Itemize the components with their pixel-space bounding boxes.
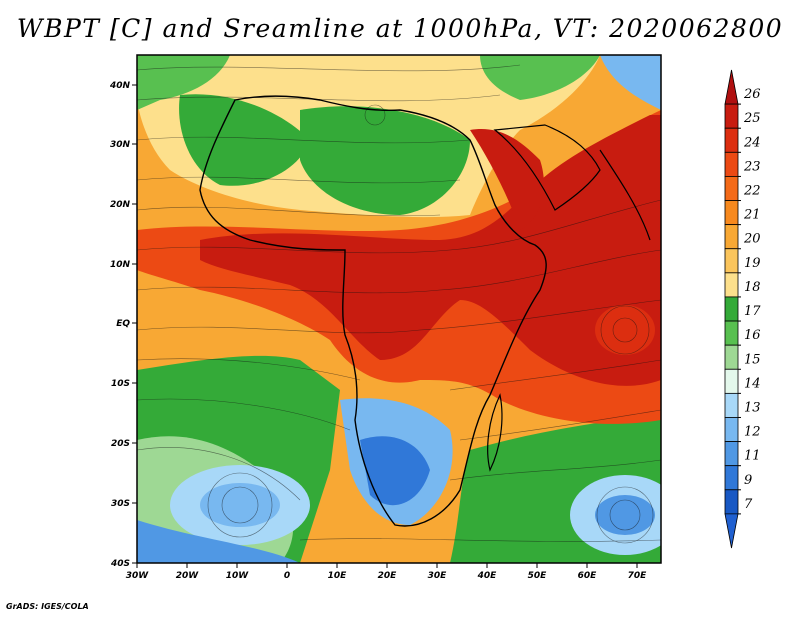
lat-tick-label: 30S — [111, 499, 130, 509]
lon-tick-label: 20W — [176, 571, 200, 581]
colorbar-label: 15 — [744, 352, 761, 367]
colorbar-swatch — [724, 176, 739, 201]
wbpt-field-green-nw — [137, 55, 230, 110]
map-plot-area — [136, 54, 662, 564]
lat-tick-label: 40N — [109, 81, 131, 91]
lat-tick-label: 10S — [111, 379, 130, 389]
colorbar-label: 23 — [743, 159, 761, 174]
lon-tick-label: 50E — [528, 571, 548, 581]
wbpt-field-deep-blue-southern-africa — [360, 436, 430, 506]
colorbar-swatch — [724, 296, 739, 322]
colorbar-swatch — [724, 320, 739, 346]
colorbar-label: 19 — [744, 256, 761, 271]
wbpt-field-green-west-sahara — [179, 94, 310, 186]
lon-tick-label: 30E — [428, 571, 448, 581]
lat-tick-label: EQ — [116, 319, 130, 329]
colorbar-swatch — [724, 513, 739, 549]
colorbar-label: 24 — [743, 135, 761, 150]
colorbar-swatch — [724, 272, 739, 298]
grads-credit: GrADS: IGES/COLA — [6, 602, 89, 611]
colorbar-swatch — [724, 69, 739, 105]
colorbar-label: 20 — [743, 232, 761, 247]
colorbar-swatch — [724, 417, 739, 442]
wbpt-field-indian-ocean-vortex — [595, 305, 655, 355]
colorbar-label: 7 — [744, 497, 753, 512]
colorbar-label: 22 — [743, 184, 761, 199]
colorbar-swatch — [724, 248, 739, 274]
lon-tick-label: 60E — [578, 571, 598, 581]
lon-tick-label: 10W — [226, 571, 250, 581]
lat-tick-label: 10N — [110, 260, 131, 270]
colorbar-swatch — [724, 489, 739, 515]
lat-tick-label: 20S — [111, 439, 130, 449]
wbpt-field-blue-ne-corner — [600, 55, 661, 110]
chart-title: WBPT [C] and Sreamline at 1000hPa, VT: 2… — [16, 14, 784, 43]
wbpt-field-blue-sw-edge — [137, 520, 300, 563]
lon-tick-label: 10E — [328, 571, 348, 581]
colorbar-swatch — [724, 344, 739, 370]
colorbar-swatch — [724, 127, 739, 153]
streamlines — [137, 64, 661, 544]
wbpt-field-hot-band — [200, 115, 661, 386]
colorbar-label: 14 — [744, 376, 761, 391]
india-coastline — [599, 149, 651, 241]
wbpt-field-green-central-sahara — [300, 106, 470, 215]
colorbar-label: 18 — [744, 280, 761, 295]
lat-tick-label: 20N — [110, 200, 131, 210]
arabia-coastline — [493, 124, 601, 211]
madagascar-coastline — [487, 393, 503, 472]
plot-frame — [136, 54, 662, 564]
lon-tick-label: 30W — [126, 571, 150, 581]
colorbar-swatch — [724, 441, 739, 467]
colorbar-label: 11 — [744, 449, 761, 464]
lon-tick-label: 0 — [284, 571, 290, 581]
colorbar-swatch — [724, 392, 739, 418]
africa-coastline — [199, 95, 547, 527]
latitude-axis: 40N 30N 20N 10N EQ 10S 20S 30S 40S — [109, 81, 137, 569]
colorbar-label: 13 — [744, 400, 761, 415]
colorbar-swatch — [724, 200, 739, 226]
colorbar-label: 17 — [744, 304, 761, 319]
longitude-axis: 30W 20W 10W 0 10E 20E 30E 40E 50E 60E 70… — [126, 563, 647, 581]
colorbar-label: 21 — [743, 208, 761, 223]
wbpt-field-red-sea — [470, 129, 544, 230]
colorbar-swatch — [724, 224, 739, 250]
colorbar-label: 9 — [744, 473, 752, 488]
colorbar-swatch — [724, 368, 739, 394]
lon-tick-label: 70E — [628, 571, 648, 581]
colorbar-swatch — [724, 465, 739, 491]
lat-tick-label: 30N — [110, 140, 131, 150]
colorbar-swatch — [724, 151, 739, 177]
lat-tick-label: 40S — [110, 559, 130, 569]
lon-tick-label: 20E — [378, 571, 398, 581]
colorbar: 26 25 24 23 22 21 20 19 18 17 16 15 14 13 12 11 9 7 — [724, 69, 761, 549]
wbpt-field-blue-vortex-sw-core — [200, 483, 280, 527]
colorbar-label: 25 — [743, 111, 761, 126]
wbpt-field-blue-vortex-se-core — [595, 495, 655, 535]
colorbar-label: 26 — [743, 87, 761, 102]
colorbar-label: 12 — [744, 425, 761, 440]
lon-tick-label: 40E — [477, 571, 498, 581]
colorbar-label: 16 — [744, 328, 761, 343]
colorbar-swatch — [724, 103, 739, 129]
